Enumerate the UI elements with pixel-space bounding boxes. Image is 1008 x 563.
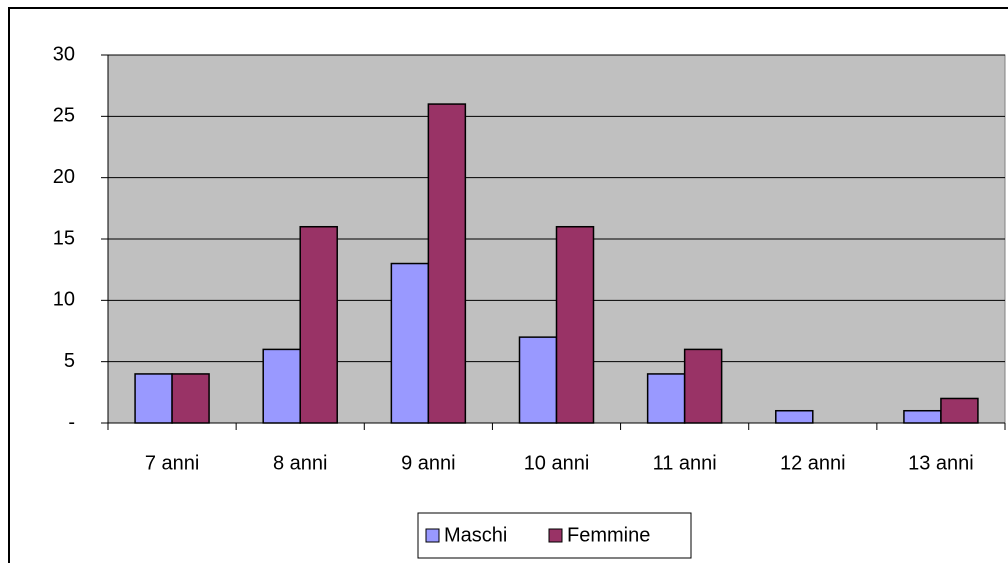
y-tick-label: 10 [53, 289, 75, 311]
x-tick-label: 7 anni [145, 452, 200, 474]
bar [555, 225, 595, 424]
y-tick-label: 15 [53, 227, 75, 249]
bar [390, 262, 430, 424]
bar [903, 409, 942, 424]
y-tick-label: - [68, 411, 75, 433]
bar [940, 397, 979, 424]
bar [171, 373, 210, 424]
bar [683, 348, 723, 424]
bar [427, 103, 467, 424]
y-tick-label: 30 [53, 43, 75, 65]
bar [518, 336, 558, 424]
legend-swatch [548, 528, 563, 543]
legend-label: Maschi [444, 524, 507, 546]
bar [262, 348, 301, 424]
x-tick-label: 13 anni [908, 452, 974, 474]
legend-label: Femmine [567, 524, 650, 546]
x-tick-label: 10 anni [524, 452, 590, 474]
bar [775, 409, 814, 424]
legend-swatch [425, 528, 440, 543]
bar [646, 373, 686, 424]
x-tick-label: 12 anni [780, 452, 846, 474]
y-tick-label: 25 [53, 105, 75, 127]
x-tick-label: 11 anni [653, 452, 717, 474]
bar [134, 373, 173, 424]
y-tick-label: 5 [64, 350, 75, 372]
bar [299, 225, 338, 424]
x-tick-label: 9 anni [401, 452, 456, 474]
y-tick-label: 20 [53, 166, 75, 188]
x-tick-label: 8 anni [273, 452, 328, 474]
